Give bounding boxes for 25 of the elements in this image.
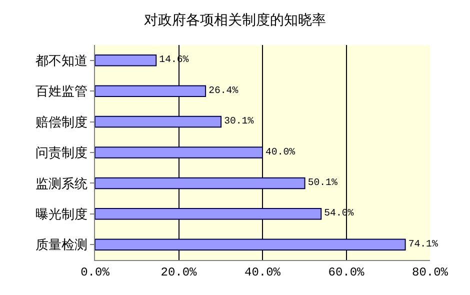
y-tick-label: 赔偿制度 [35, 114, 88, 130]
data-label: 50.1% [308, 177, 338, 188]
bar [95, 177, 306, 190]
bar [95, 238, 406, 251]
x-tick-label: 60.0% [328, 265, 366, 280]
y-tick-label: 质量检测 [35, 237, 88, 252]
y-tick-label: 曝光制度 [35, 206, 88, 222]
y-tick-label: 问责制度 [35, 145, 88, 160]
data-label: 40.0% [266, 146, 296, 158]
bar [95, 146, 263, 158]
data-label: 74.1% [408, 238, 438, 250]
bar [95, 54, 157, 66]
x-tick-label: 0.0% [80, 265, 110, 280]
y-tick-label: 监测系统 [35, 176, 88, 191]
data-label: 26.4% [208, 84, 238, 96]
x-tick-label: 20.0% [160, 265, 198, 280]
x-tick-label: 80.0% [412, 265, 449, 280]
bar [95, 85, 206, 97]
bar [95, 208, 322, 220]
data-label: 30.1% [224, 116, 254, 127]
chart-title: 对政府各项相关制度的知晓率 [144, 12, 326, 28]
x-tick-label: 40.0% [244, 265, 282, 280]
bar [95, 116, 222, 128]
y-tick-label: 都不知道 [35, 52, 88, 68]
y-tick-label: 百姓监管 [35, 84, 88, 99]
